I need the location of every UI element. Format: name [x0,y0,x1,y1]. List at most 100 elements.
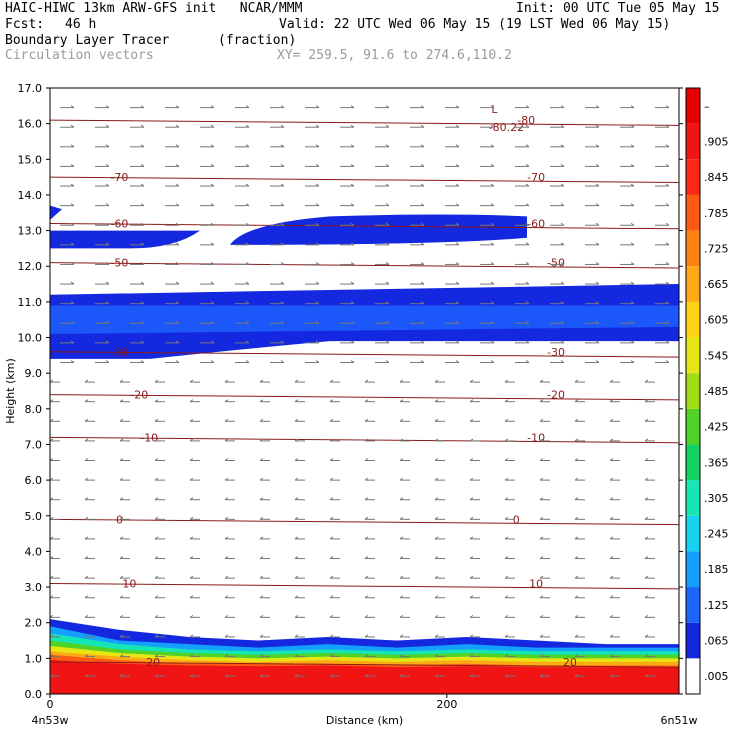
circulation-vector-head [574,654,579,657]
circulation-vector-head [399,497,404,501]
circulation-vector-head [140,340,145,344]
circulation-vector-head [595,222,600,226]
circulation-vector-head [154,595,159,599]
circulation-vector-head [399,575,404,579]
circulation-vector-head [189,458,194,461]
circulation-vector-head [84,634,89,638]
circulation-vector-head [259,477,264,481]
temperature-contour-label: -70 [110,171,128,184]
circulation-vector-head [525,203,530,207]
circulation-vector-head [560,301,565,305]
circulation-vector-head [210,281,215,285]
circulation-vector-head [665,301,670,305]
circulation-vector-head [665,105,670,109]
circulation-vector-head [420,242,425,246]
circulation-vector-head [210,203,215,207]
circulation-vector-head [595,301,600,305]
circulation-vector-head [119,575,124,579]
circulation-vector-head [224,595,229,599]
circulation-vector-head [630,281,635,285]
circulation-vector-head [329,418,334,422]
circulation-vector-head [70,105,75,109]
circulation-vector-head [595,164,600,167]
circulation-vector-head [469,654,474,657]
circulation-vector-head [420,301,425,305]
circulation-vector-head [574,438,579,442]
circulation-vector-head [189,556,194,559]
circulation-vector-head [105,222,110,226]
temperature-contour-label: 20 [146,656,160,669]
circulation-vector-head [175,281,180,285]
colorbar-swatch [686,444,700,481]
circulation-vector-head [119,556,124,559]
circulation-vector-head [70,203,75,207]
circulation-vector-head [609,614,614,618]
circulation-vector-head [140,203,145,207]
circulation-vector-head [469,497,474,501]
circulation-vector-head [630,262,635,265]
circulation-vector-head [105,262,110,265]
temperature-contour [50,518,679,526]
colorbar-swatch [686,194,700,231]
circulation-vector-head [490,340,495,344]
circulation-vector-head [525,262,530,265]
circulation-vector-head [644,438,649,442]
circulation-vector-head [490,164,495,167]
circulation-vector-head [294,575,299,579]
y-tick-label: 16.0 [18,118,43,131]
circulation-vector-head [609,536,614,540]
temperature-contour-label: -50 [547,257,565,270]
circulation-vector-head [455,222,460,226]
circulation-vector-head [644,673,649,677]
circulation-vector-head [315,360,320,363]
circulation-vector-head [329,634,334,638]
circulation-vector-head [560,222,565,226]
circulation-vector-head [644,458,649,461]
temperature-contour-label: 10 [529,577,543,590]
circulation-vector-head [259,379,264,383]
circulation-vector-head [189,595,194,599]
circulation-vector-head [630,203,635,207]
circulation-vector-head [609,673,614,677]
circulation-vector-head [455,203,460,207]
circulation-vector-head [434,654,439,657]
circulation-vector-head [280,301,285,305]
circulation-vector-head [70,164,75,167]
circulation-vector-head [70,320,75,324]
header-field-name: Boundary Layer Tracer [5,33,170,48]
circulation-vector-head [665,262,670,265]
temperature-contour [50,394,679,401]
circulation-vector-head [140,222,145,226]
circulation-vector-head [455,281,460,285]
circulation-vector-head [504,595,509,599]
colorbar-swatch [686,408,700,445]
circulation-vector-head [609,516,614,520]
circulation-vector-head [665,183,670,187]
circulation-vector-head [294,497,299,501]
circulation-vector-head [644,536,649,540]
circulation-vector-head [105,360,110,363]
circulation-vector-head [224,458,229,461]
temperature-contour-label: 0 [513,513,520,526]
circulation-vector-head [175,222,180,226]
circulation-vector-head [294,438,299,442]
circulation-vector-head [525,222,530,226]
colorbar-swatch [686,123,700,160]
circulation-vector-head [595,360,600,363]
circulation-vector-head [245,124,250,128]
colorbar-swatch [686,230,700,267]
colorbar-swatch [686,480,700,516]
circulation-vector-head [189,516,194,520]
circulation-vector-head [539,595,544,599]
circulation-vector-head [665,222,670,226]
colorbar-swatch [686,88,700,124]
circulation-vector-head [574,497,579,501]
circulation-vector-head [665,320,670,324]
circulation-vector-head [329,497,334,501]
circulation-vector-head [525,360,530,363]
circulation-vector-head [245,281,250,285]
circulation-vector-head [84,418,89,422]
circulation-vector-head [329,673,334,677]
circulation-vector-head [504,516,509,520]
circulation-vector-head [315,183,320,187]
